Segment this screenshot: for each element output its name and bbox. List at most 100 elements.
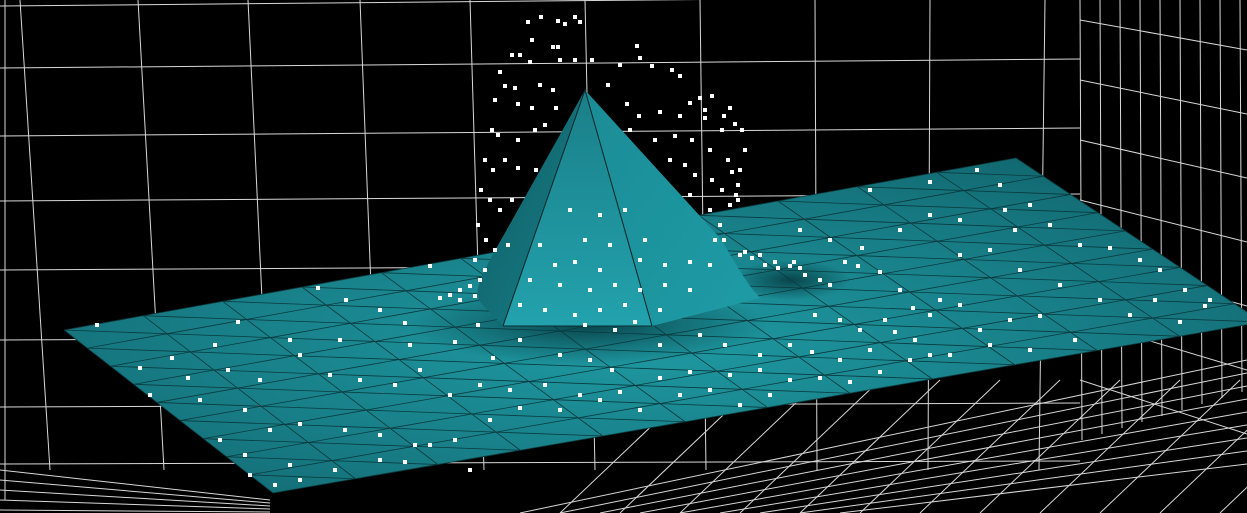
mesh-line [214, 369, 319, 375]
grid-line [1199, 0, 1203, 405]
cloud-point [670, 68, 674, 72]
cloud-point [728, 203, 732, 207]
cloud-point [720, 128, 724, 132]
grid-line [519, 359, 1247, 513]
cloud-point [1128, 313, 1132, 317]
mesh-line [479, 344, 586, 350]
mesh-line [284, 423, 391, 429]
grid-line [759, 437, 1247, 513]
mesh-line [742, 388, 850, 394]
cloud-point [928, 180, 932, 184]
grid-line [1239, 0, 1243, 393]
grid-line [1079, 139, 1247, 179]
cloud-point [743, 148, 747, 152]
mesh-line [342, 391, 448, 397]
cloud-point [818, 278, 822, 282]
cloud-point [708, 388, 712, 392]
cloud-point [658, 110, 662, 114]
cloud-point [95, 323, 99, 327]
cloud-point [750, 256, 754, 260]
mesh-line [698, 214, 805, 220]
mesh-line [1098, 281, 1208, 286]
cloud-point [733, 122, 737, 126]
cloud-point [530, 38, 534, 42]
mesh-line [691, 352, 799, 358]
grid-line [1079, 79, 1247, 115]
cloud-point [848, 380, 852, 384]
mesh-line [222, 300, 327, 306]
cloud-point [678, 393, 682, 397]
mesh-line [249, 474, 356, 480]
cloud-point [488, 198, 492, 202]
cloud-point [613, 283, 617, 287]
cloud-point [554, 106, 558, 110]
cloud-point [473, 258, 477, 262]
cloud-point [1208, 298, 1212, 302]
mesh-line [471, 413, 579, 419]
mesh-line [776, 269, 884, 275]
mesh-line [804, 218, 911, 224]
grid-line [1179, 0, 1183, 411]
mesh-line [1043, 313, 1153, 319]
cloud-point [1018, 268, 1022, 272]
cloud-point [408, 343, 412, 347]
mesh-line [936, 171, 1044, 177]
cloud-point [758, 368, 762, 372]
grid-line [799, 379, 941, 513]
cloud-point [608, 243, 612, 247]
mesh-line [857, 186, 1098, 351]
cloud-point [738, 168, 742, 172]
cloud-point [558, 353, 562, 357]
cloud-point [908, 358, 912, 362]
cloud-point [1178, 320, 1182, 324]
floor-grid [0, 359, 1247, 513]
cloud-point [1098, 298, 1102, 302]
cloud-point [623, 208, 627, 212]
cloud-point [598, 213, 602, 217]
cloud-point [551, 88, 555, 92]
cloud-point [273, 483, 277, 487]
cloud-point [518, 53, 522, 57]
mesh-line [635, 385, 743, 390]
cloud-point [928, 213, 932, 217]
cloud-point [543, 383, 547, 387]
cloud-point [776, 266, 780, 270]
mesh-line [857, 186, 964, 191]
mesh-line [660, 403, 768, 408]
cloud-point [758, 253, 762, 257]
cloud-point [828, 283, 832, 287]
mesh-line [143, 315, 356, 480]
cloud-point [638, 408, 642, 412]
cloud-point [710, 178, 714, 182]
cloud-point [708, 148, 712, 152]
cloud-point [898, 228, 902, 232]
cloud-point [478, 383, 482, 387]
cloud-point [625, 102, 629, 106]
cloud-point [543, 123, 547, 127]
cloud-point [538, 83, 542, 87]
cloud-point [788, 343, 792, 347]
cloud-point [693, 173, 697, 177]
cloud-point [928, 313, 932, 317]
cloud-point [736, 183, 740, 187]
cloud-point [773, 260, 777, 264]
mesh-line [1017, 226, 1126, 232]
mesh-line [828, 305, 936, 311]
cloud-point [1073, 338, 1077, 342]
cloud-point [688, 193, 692, 197]
grid-line [1099, 379, 1241, 513]
cloud-point [738, 253, 742, 257]
mesh-line [110, 365, 215, 371]
mesh-line [226, 456, 332, 462]
cloud-point [678, 114, 682, 118]
cloud-point [468, 468, 472, 472]
mesh-line [237, 387, 343, 393]
grid-line [1159, 0, 1163, 417]
cloud-point [248, 473, 252, 477]
mesh-line [528, 381, 636, 386]
mesh-line [222, 301, 439, 465]
grid-line [0, 58, 1081, 69]
mesh-line [747, 320, 855, 325]
cloud-point [975, 168, 979, 172]
